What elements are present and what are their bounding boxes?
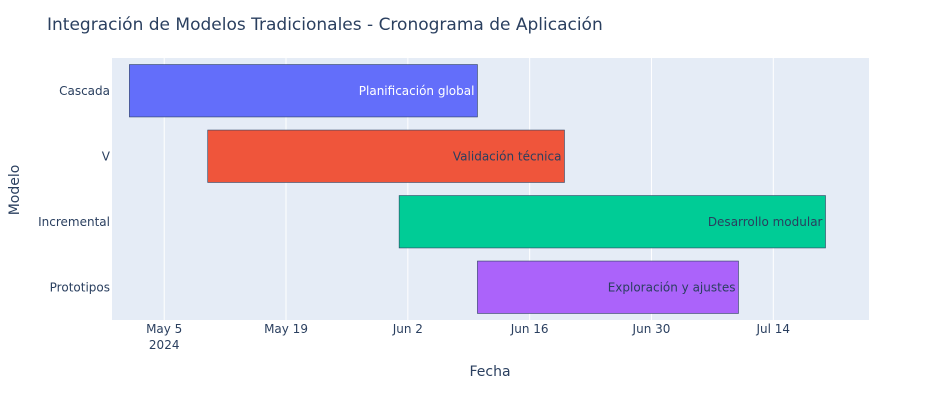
task-bar [129,64,478,118]
x-axis-title: Fecha [469,364,510,380]
x-axis-ticks: May 5 2024 May 19 Jun 2 Jun 16 Jun 30 Jul 14 [146,322,790,352]
task-bar-label: Validación técnica [453,149,562,163]
x-tick-label: Jun 30 [632,322,671,336]
x-tick-label: May 19 [264,322,308,336]
task-bar [207,129,565,183]
y-tick-label: Cascada [59,84,110,98]
task-bar [477,260,739,314]
x-tick-sublabel: 2024 [149,338,180,352]
x-tick-label: Jun 16 [510,322,549,336]
task-bar [398,195,826,249]
y-tick-label: V [102,149,111,163]
bars: Planificación global Validación técnica De… [129,64,826,314]
x-tick-label: Jun 2 [392,322,423,336]
task-bar-label: Exploración y ajustes [608,280,736,294]
x-tick-label: May 5 [146,322,182,336]
y-tick-label: Prototipos [50,280,110,294]
y-tick-label: Incremental [38,215,110,229]
x-tick-label: Jul 14 [756,322,791,336]
task-bar-label: Desarrollo modular [708,215,823,229]
chart-title: Integración de Modelos Tradicionales - C… [47,15,603,35]
task-bar-label: Planificación global [359,84,475,98]
y-axis-title: Modelo [7,165,23,216]
y-axis-ticks: Cascada V Incremental Prototipos [38,84,111,295]
